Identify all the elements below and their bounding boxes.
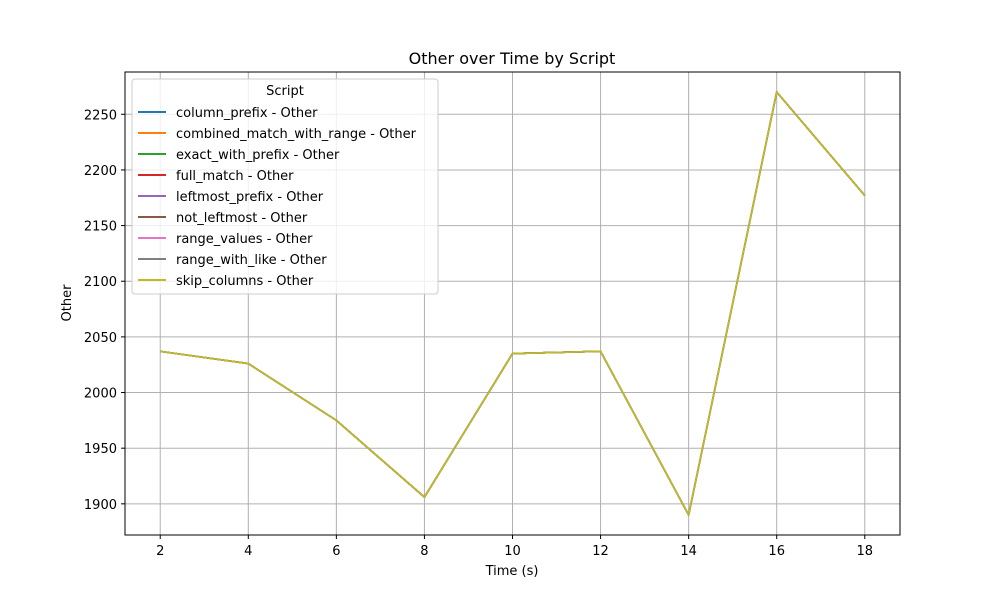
legend-box: [131, 78, 439, 295]
legend-item-label: full_match - Other: [176, 169, 294, 184]
x-tick-label: 12: [592, 544, 609, 559]
legend-item-label: not_leftmost - Other: [176, 211, 308, 226]
y-tick-label: 2000: [84, 387, 117, 402]
x-tick-label: 14: [680, 544, 697, 559]
series-line: [160, 91, 866, 516]
y-tick-label: 2150: [84, 220, 117, 235]
x-tick-label: 16: [768, 544, 785, 559]
y-tick-label: 2050: [84, 331, 117, 346]
legend-title: Script: [266, 84, 304, 99]
y-axis-label: Other: [60, 284, 75, 322]
legend-item-label: range_values - Other: [176, 232, 313, 247]
x-tick-label: 4: [244, 544, 252, 559]
x-tick-label: 6: [332, 544, 340, 559]
x-tick-label: 2: [156, 544, 164, 559]
x-axis-label: Time (s): [485, 564, 539, 579]
chart-title: Other over Time by Script: [409, 49, 616, 68]
y-tick-label: 2250: [84, 108, 117, 123]
legend-item-label: range_with_like - Other: [176, 253, 327, 268]
y-tick-label: 2100: [84, 275, 117, 290]
legend-item-label: leftmost_prefix - Other: [176, 190, 324, 205]
y-tick-label: 1900: [84, 498, 117, 513]
y-axis-ticks: 1900 1950 2000 2050 2100 2150 2200 2250: [84, 108, 125, 513]
x-tick-label: 10: [504, 544, 521, 559]
x-axis-ticks: 2 4 6 8 10 12 14 16 18: [156, 535, 873, 559]
legend: Script column_prefix - Other combined_mat…: [131, 78, 439, 295]
x-tick-label: 8: [420, 544, 428, 559]
legend-item-label: column_prefix - Other: [176, 106, 318, 121]
legend-item-label: combined_match_with_range - Other: [176, 127, 417, 142]
legend-item-label: exact_with_prefix - Other: [176, 148, 340, 163]
series-lines: [160, 91, 866, 516]
y-tick-label: 1950: [84, 442, 117, 457]
x-tick-label: 18: [856, 544, 873, 559]
legend-item-label: skip_columns - Other: [176, 274, 314, 289]
y-tick-label: 2200: [84, 164, 117, 179]
